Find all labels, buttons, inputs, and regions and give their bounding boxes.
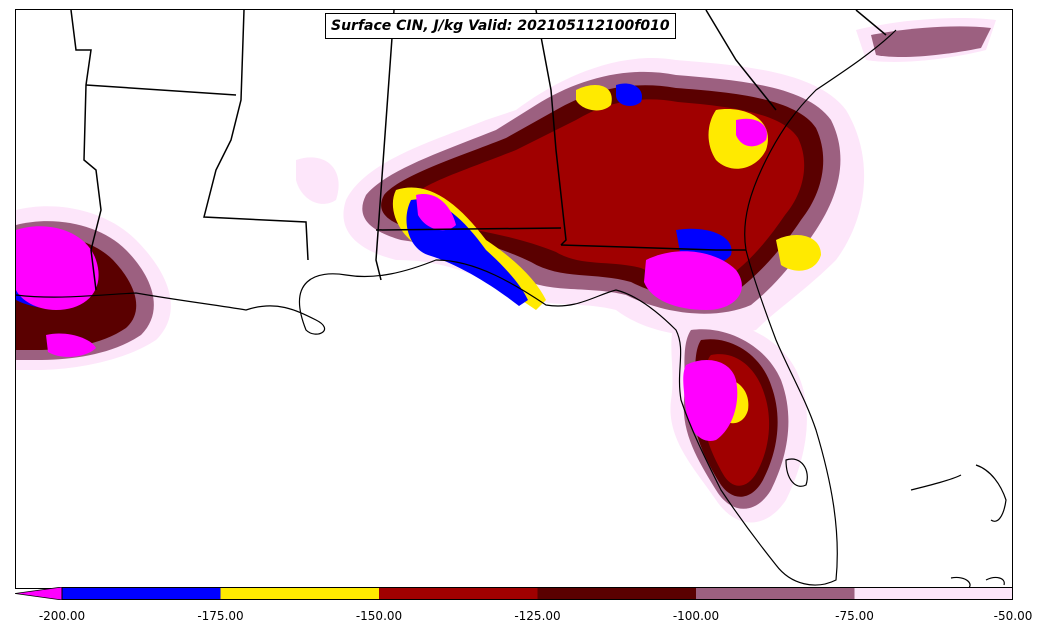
colorbar-segment: [62, 587, 221, 600]
map-panel: [15, 9, 1013, 589]
colorbar-border: [61, 587, 1013, 600]
colorbar-tick-label: -125.00: [514, 609, 561, 623]
colorbar-tick-label: -150.00: [355, 609, 403, 623]
colorbar-tick-label: -75.00: [835, 609, 874, 623]
colorbar-segment: [696, 587, 855, 600]
colorbar-tick-label: -200.00: [38, 609, 86, 623]
colorbar-segment: [854, 587, 1013, 600]
colorbar-tick-label: -100.00: [672, 609, 720, 623]
coastline: [16, 29, 1007, 588]
cin-contour-magenta: [16, 118, 767, 441]
colorbar-tick-label: -50.00: [993, 609, 1033, 623]
state-borders: [70, 10, 887, 291]
colorbar-segment: [537, 587, 696, 600]
colorbar: [15, 587, 1013, 600]
colorbar-extend-under: [15, 587, 63, 600]
colorbar-segment: [220, 587, 379, 600]
colorbar-segment: [379, 587, 538, 600]
cin-map: [16, 10, 1007, 588]
colorbar-tick-label: -175.00: [197, 609, 244, 623]
map-title: Surface CIN, J/kg Valid: 202105112100f01…: [325, 13, 676, 39]
